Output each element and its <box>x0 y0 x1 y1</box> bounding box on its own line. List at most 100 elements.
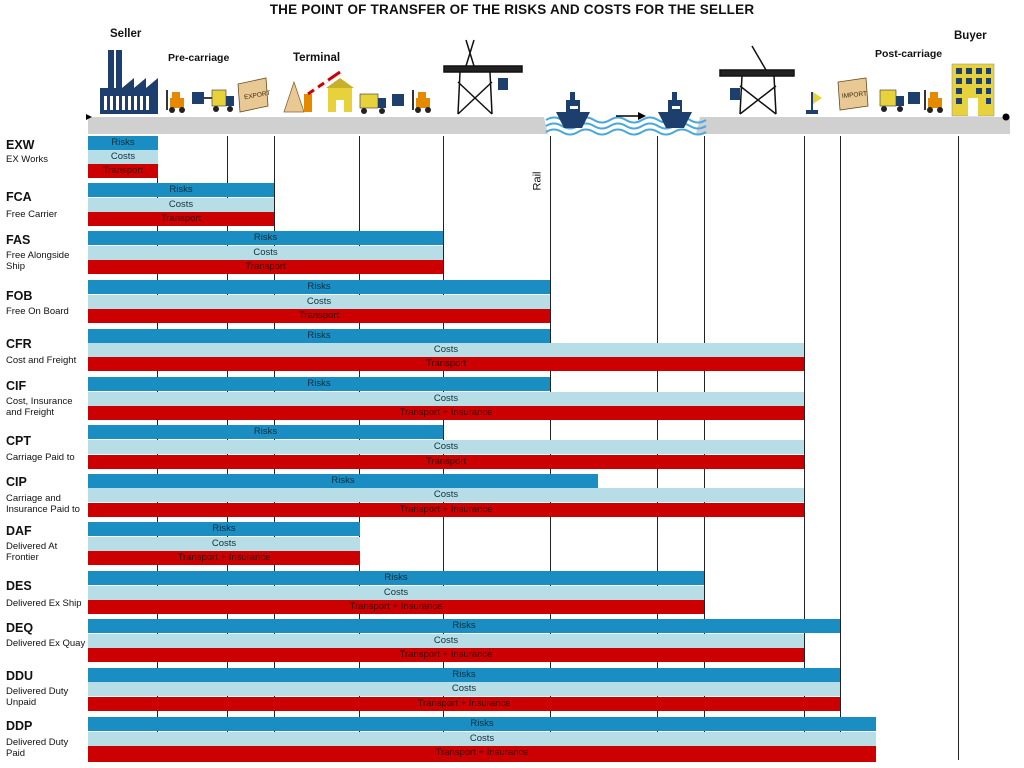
office-building-icon <box>951 63 995 117</box>
term-name-ddu: Delivered Duty Unpaid <box>6 686 69 708</box>
term-code-fas: FAS <box>6 233 31 247</box>
stage-buyer-label: Buyer <box>954 30 987 42</box>
ddu-risks-bar: Risks <box>88 668 840 682</box>
barrier-gate-icon <box>283 70 341 113</box>
exw-transport-bar: Transport <box>88 164 158 178</box>
fca-costs-bar: Costs <box>88 198 274 212</box>
term-name-cfr: Cost and Freight <box>6 355 77 366</box>
stage-seller-label: Seller <box>110 28 142 40</box>
truck-icon <box>359 93 386 114</box>
export-sign-icon: EXPORT <box>237 77 271 113</box>
cpt-transport-bar: Transport <box>88 455 804 469</box>
cip-transport-bar: Transport + Insurance <box>88 503 804 517</box>
ground-right-strip <box>696 117 1010 134</box>
cif-transport-bar: Transport + Insurance <box>88 406 804 420</box>
cargo-box <box>908 92 920 104</box>
des-transport-bar: Transport + Insurance <box>88 600 704 614</box>
term-name-deq: Delivered Ex Quay <box>6 638 86 649</box>
track-start-marker <box>86 114 92 120</box>
term-name-fas: Free Alongside Ship <box>6 250 70 272</box>
cip-costs-bar: Costs <box>88 488 804 502</box>
cpt-risks-bar: Risks <box>88 425 443 439</box>
cfr-transport-bar: Transport <box>88 357 804 371</box>
svg-text:IMPORT: IMPORT <box>842 90 868 100</box>
term-code-cfr: CFR <box>6 337 32 351</box>
stage-divider-line <box>840 136 841 760</box>
fca-risks-bar: Risks <box>88 183 274 197</box>
cargo-box <box>192 92 204 104</box>
ship-icon <box>658 92 692 128</box>
term-name-cif: Cost, Insurance and Freight <box>6 396 73 418</box>
stage-terminal-label: Terminal <box>293 52 341 64</box>
term-name-exw: EX Works <box>6 154 49 165</box>
exw-costs-bar: Costs <box>88 150 158 164</box>
daf-risks-bar: Risks <box>88 522 360 536</box>
fob-risks-bar: Risks <box>88 280 550 294</box>
daf-costs-bar: Costs <box>88 537 360 551</box>
fob-transport-bar: Transport <box>88 309 550 323</box>
factory-icon <box>100 50 158 114</box>
forklift-icon <box>924 90 943 113</box>
transport-illustration: EXPORT <box>86 39 1010 136</box>
term-name-cip: Carriage and Insurance Paid to <box>6 493 80 515</box>
ddu-costs-bar: Costs <box>88 682 840 696</box>
buoy-icon <box>806 92 822 114</box>
fob-costs-bar: Costs <box>88 295 550 309</box>
term-code-cpt: CPT <box>6 434 31 448</box>
term-code-des: DES <box>6 579 32 593</box>
cpt-costs-bar: Costs <box>88 440 804 454</box>
term-name-fob: Free On Board <box>6 306 69 317</box>
cfr-risks-bar: Risks <box>88 329 550 343</box>
track-end-marker <box>1002 113 1010 121</box>
term-name-des: Delivered Ex Ship <box>6 598 82 609</box>
import-sign-icon: IMPORT <box>837 77 869 111</box>
deq-costs-bar: Costs <box>88 634 804 648</box>
warehouse-icon <box>326 78 354 112</box>
fas-risks-bar: Risks <box>88 231 443 245</box>
cfr-costs-bar: Costs <box>88 343 804 357</box>
term-code-ddp: DDP <box>6 719 33 733</box>
des-costs-bar: Costs <box>88 586 704 600</box>
term-code-fca: FCA <box>6 190 32 204</box>
term-code-fob: FOB <box>6 289 33 303</box>
deq-transport-bar: Transport + Insurance <box>88 648 804 662</box>
ddp-costs-bar: Costs <box>88 732 876 746</box>
stage-divider-line <box>804 136 805 760</box>
term-code-daf: DAF <box>6 524 32 538</box>
cargo-box <box>392 94 404 106</box>
truck-icon <box>879 89 904 112</box>
des-risks-bar: Risks <box>88 571 704 585</box>
term-code-cif: CIF <box>6 379 27 393</box>
ddu-transport-bar: Transport + Insurance <box>88 697 840 711</box>
diagram-title: THE POINT OF TRANSFER OF THE RISKS AND C… <box>269 2 755 17</box>
ground-left-strip <box>88 117 548 134</box>
term-name-daf: Delivered At Frontier <box>6 541 58 563</box>
fas-costs-bar: Costs <box>88 246 443 260</box>
deq-risks-bar: Risks <box>88 619 840 633</box>
exw-risks-bar: Risks <box>88 136 158 150</box>
cif-risks-bar: Risks <box>88 377 550 391</box>
crane-icon <box>719 45 795 115</box>
daf-transport-bar: Transport + Insurance <box>88 551 360 565</box>
cip-risks-bar: Risks <box>88 474 598 488</box>
ship-icon <box>556 92 590 128</box>
stage-postcarriage-label: Post-carriage <box>875 48 943 60</box>
forklift-icon <box>166 90 185 113</box>
term-name-fca: Free Carrier <box>6 209 58 220</box>
arrow-right-icon <box>616 112 646 120</box>
truck-icon <box>211 89 234 112</box>
ddp-transport-bar: Transport + Insurance <box>88 746 876 762</box>
term-name-cpt: Carriage Paid to <box>6 452 75 463</box>
term-name-ddp: Delivered Duty Paid <box>6 737 69 759</box>
cif-costs-bar: Costs <box>88 392 804 406</box>
fas-transport-bar: Transport <box>88 260 443 274</box>
term-code-exw: EXW <box>6 138 35 152</box>
ddp-risks-bar: Risks <box>88 717 876 731</box>
crane-icon <box>443 39 523 115</box>
stage-precarriage-label: Pre-carriage <box>168 52 230 64</box>
term-code-cip: CIP <box>6 475 27 489</box>
term-code-deq: DEQ <box>6 621 34 635</box>
stage-divider-line <box>958 136 959 760</box>
forklift-icon <box>412 90 431 113</box>
svg-text:EXPORT: EXPORT <box>244 90 271 102</box>
